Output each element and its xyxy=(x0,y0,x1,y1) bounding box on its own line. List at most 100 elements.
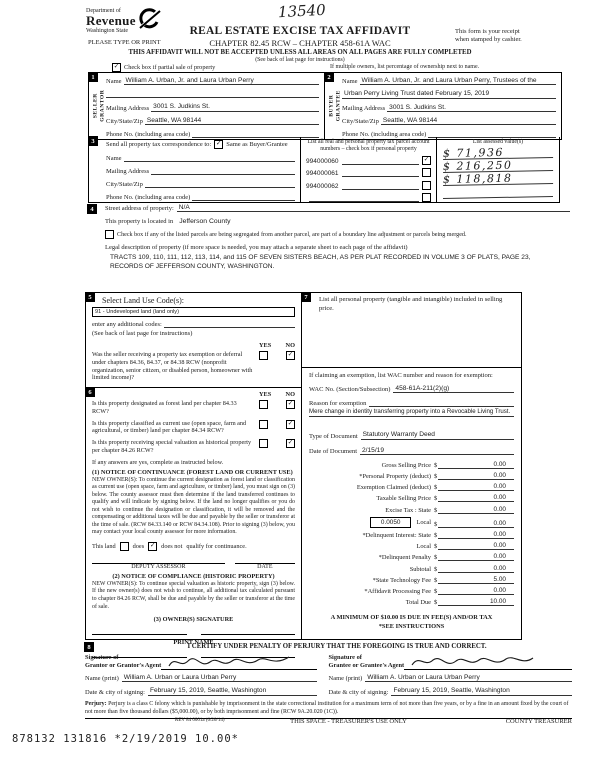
deputy-assessor-signature-line[interactable] xyxy=(92,562,225,564)
same-as-buyer-checkbox[interactable]: ✓ xyxy=(214,140,224,149)
print-name-line-1[interactable] xyxy=(92,657,187,659)
total-due-field[interactable]: 10.00 xyxy=(438,598,514,607)
tax-correspondence-section: 3 Send all property tax correspondence t… xyxy=(88,136,560,203)
buyer-grantee-side-label: BUYER GRANTEE xyxy=(328,90,341,122)
state-technology-fee-field[interactable]: 5.00 xyxy=(438,576,514,584)
total-due-label: Total Due xyxy=(405,599,431,607)
partial-sale-checkbox[interactable]: ✓ xyxy=(112,63,121,72)
parcel-1-personal-checkbox[interactable]: ✓ xyxy=(422,155,431,165)
seller-grantor-block: 1 SELLER GRANTOR Name William A. Urban, J… xyxy=(88,72,325,139)
deputy-date-line[interactable] xyxy=(234,562,295,564)
does-label: does xyxy=(132,542,145,550)
logo-state-text: Washington State xyxy=(86,27,129,34)
yes-header-1: YES xyxy=(259,342,272,349)
personal-property-blank-area[interactable] xyxy=(309,313,514,367)
corr-name-label: Name xyxy=(106,155,122,162)
delinquent-interest-state-label: *Delinquent Interest: State xyxy=(362,532,431,539)
grantee-name-print-field[interactable]: William A. Urban or Laura Urban Perry xyxy=(365,674,572,683)
parcel-4-personal-checkbox[interactable] xyxy=(422,193,431,203)
parcel-number-2[interactable]: 994000061 xyxy=(306,170,339,178)
excise-tax-local-field[interactable]: 0.00 xyxy=(438,520,514,528)
seller-name-field-2[interactable] xyxy=(106,90,319,99)
wac-number-field[interactable]: 458-61A-211(2)(g) xyxy=(393,385,514,394)
historic-yes-checkbox[interactable] xyxy=(259,439,268,448)
legal-description-field[interactable]: TRACTS 109, 110, 111, 112, 113, 114, and… xyxy=(110,254,531,271)
reason-exemption-field[interactable]: Mere change in identity transferring pro… xyxy=(309,408,514,418)
exemption-yes-checkbox[interactable] xyxy=(259,351,268,360)
parcel-2-personal-checkbox[interactable] xyxy=(422,168,431,178)
seller-name-label: Name xyxy=(106,78,122,86)
historic-no-checkbox[interactable]: ✓ xyxy=(286,439,295,448)
subtotal-field[interactable]: 0.00 xyxy=(438,565,514,573)
buyer-name-field[interactable]: William A. Urban, Jr. and Laura Urban Pe… xyxy=(359,77,556,86)
corr-city-field[interactable] xyxy=(144,180,295,188)
forest-no-checkbox[interactable]: ✓ xyxy=(286,400,295,409)
delinquent-penalty-field[interactable]: 0.00 xyxy=(438,553,514,562)
assessed-value-1[interactable]: $ 71,936 xyxy=(443,146,554,160)
local-rate-box[interactable]: 0.0050 xyxy=(369,516,412,528)
does-qualify-checkbox[interactable] xyxy=(119,541,129,551)
parcel-numbers-header: List all real and personal property tax … xyxy=(307,139,430,152)
grantee-signature-field[interactable] xyxy=(404,653,572,670)
seller-mailing-field[interactable]: 3001 S. Judkins St. xyxy=(151,103,319,112)
affidavit-processing-fee-field[interactable]: 0.00 xyxy=(438,587,514,595)
street-address-field[interactable]: N/A xyxy=(176,204,570,213)
assessed-value-4[interactable] xyxy=(442,195,554,199)
dollar-sign: $ xyxy=(434,473,438,481)
current-use-yes-checkbox[interactable] xyxy=(259,419,268,429)
personal-property-deduct-field[interactable]: 0.00 xyxy=(438,472,514,481)
if-yes-note: If any answers are yes, complete as inst… xyxy=(92,458,224,466)
form-title: REAL ESTATE EXCISE TAX AFFIDAVIT xyxy=(189,25,411,37)
grantor-name-print-field[interactable]: William A. Urban or Laura Urban Perry xyxy=(121,674,317,683)
owners-signature-heading: (3) OWNER(S) SIGNATURE xyxy=(153,616,234,624)
corr-mailing-field[interactable] xyxy=(151,167,295,175)
owner-signature-line-1[interactable] xyxy=(92,634,187,636)
corr-name-field[interactable] xyxy=(123,154,295,162)
does-not-qualify-checkbox[interactable]: ✓ xyxy=(148,541,158,551)
buyer-name-field-2[interactable]: Urban Perry Living Trust dated February … xyxy=(342,90,556,99)
exemption-claimed-field[interactable]: 0.00 xyxy=(438,483,514,492)
buyer-phone-field[interactable] xyxy=(428,130,556,138)
delinquent-interest-state-field[interactable]: 0.00 xyxy=(438,531,514,539)
delinquent-interest-local-field[interactable]: 0.00 xyxy=(438,542,514,551)
parcel-number-3[interactable]: 994000062 xyxy=(306,182,339,190)
reason-exemption-line[interactable] xyxy=(369,399,514,408)
excise-tax-state-field[interactable]: 0.00 xyxy=(438,506,514,514)
parcel-line-3 xyxy=(341,183,419,190)
seller-phone-field[interactable] xyxy=(192,130,319,138)
assessed-value-3[interactable]: $ 118,818 xyxy=(443,171,554,186)
print-name-line-2[interactable] xyxy=(200,657,295,659)
assessed-value-2[interactable]: $ 216,250 xyxy=(443,158,554,173)
forest-yes-checkbox[interactable] xyxy=(259,400,268,409)
owner-signature-line-2[interactable] xyxy=(200,634,295,636)
grantor-signature-field[interactable] xyxy=(161,653,317,670)
grantee-date-city-label: Date & city of signing: xyxy=(328,688,389,696)
document-type-field[interactable]: Statutory Warranty Deed xyxy=(360,431,514,440)
grantor-date-city-field[interactable]: February 15, 2019, Seattle, Washington xyxy=(147,687,317,696)
parcel-3-personal-checkbox[interactable] xyxy=(422,180,431,190)
exemption-no-checkbox[interactable]: ✓ xyxy=(286,351,295,360)
document-date-field[interactable]: 2/15/19 xyxy=(360,447,514,455)
affidavit-processing-fee-label: *Affidavit Processing Fee xyxy=(364,587,431,595)
county-field[interactable]: Jefferson County xyxy=(179,218,231,226)
gross-selling-price-field[interactable]: 0.00 xyxy=(438,461,514,469)
grantee-date-city-field[interactable]: February 15, 2019, Seattle, Washington xyxy=(391,687,572,696)
section-8-number: 8 xyxy=(84,642,94,652)
current-use-no-checkbox[interactable]: ✓ xyxy=(286,419,295,429)
land-use-code-select[interactable]: 91 - Undeveloped land (land only) xyxy=(92,307,295,317)
seller-city-field[interactable]: Seattle, WA 98144 xyxy=(144,117,319,125)
corr-phone-field[interactable] xyxy=(192,193,295,201)
buyer-city-field[interactable]: Seattle, WA 98144 xyxy=(380,117,556,125)
send-correspondence-label: Send all property tax correspondence to: xyxy=(106,141,212,148)
additional-codes-field[interactable] xyxy=(163,320,295,328)
buyer-mailing-field[interactable]: 3001 S. Judkins St. xyxy=(387,104,556,112)
seller-name-field[interactable]: William A. Urban, Jr. and Laura Urban Pe… xyxy=(123,77,319,86)
dollar-sign: $ xyxy=(434,543,438,551)
parcel-number-1[interactable]: 994000060 xyxy=(306,157,339,165)
taxable-selling-price-field[interactable]: 0.00 xyxy=(438,494,514,503)
taxable-selling-price-label: Taxable Selling Price xyxy=(376,495,431,503)
grantee-agent-label: Grantee or Grantee's Agent xyxy=(328,662,405,669)
same-as-buyer-label: Same as Buyer/Grantee xyxy=(226,141,288,148)
segregated-checkbox[interactable] xyxy=(105,230,114,240)
